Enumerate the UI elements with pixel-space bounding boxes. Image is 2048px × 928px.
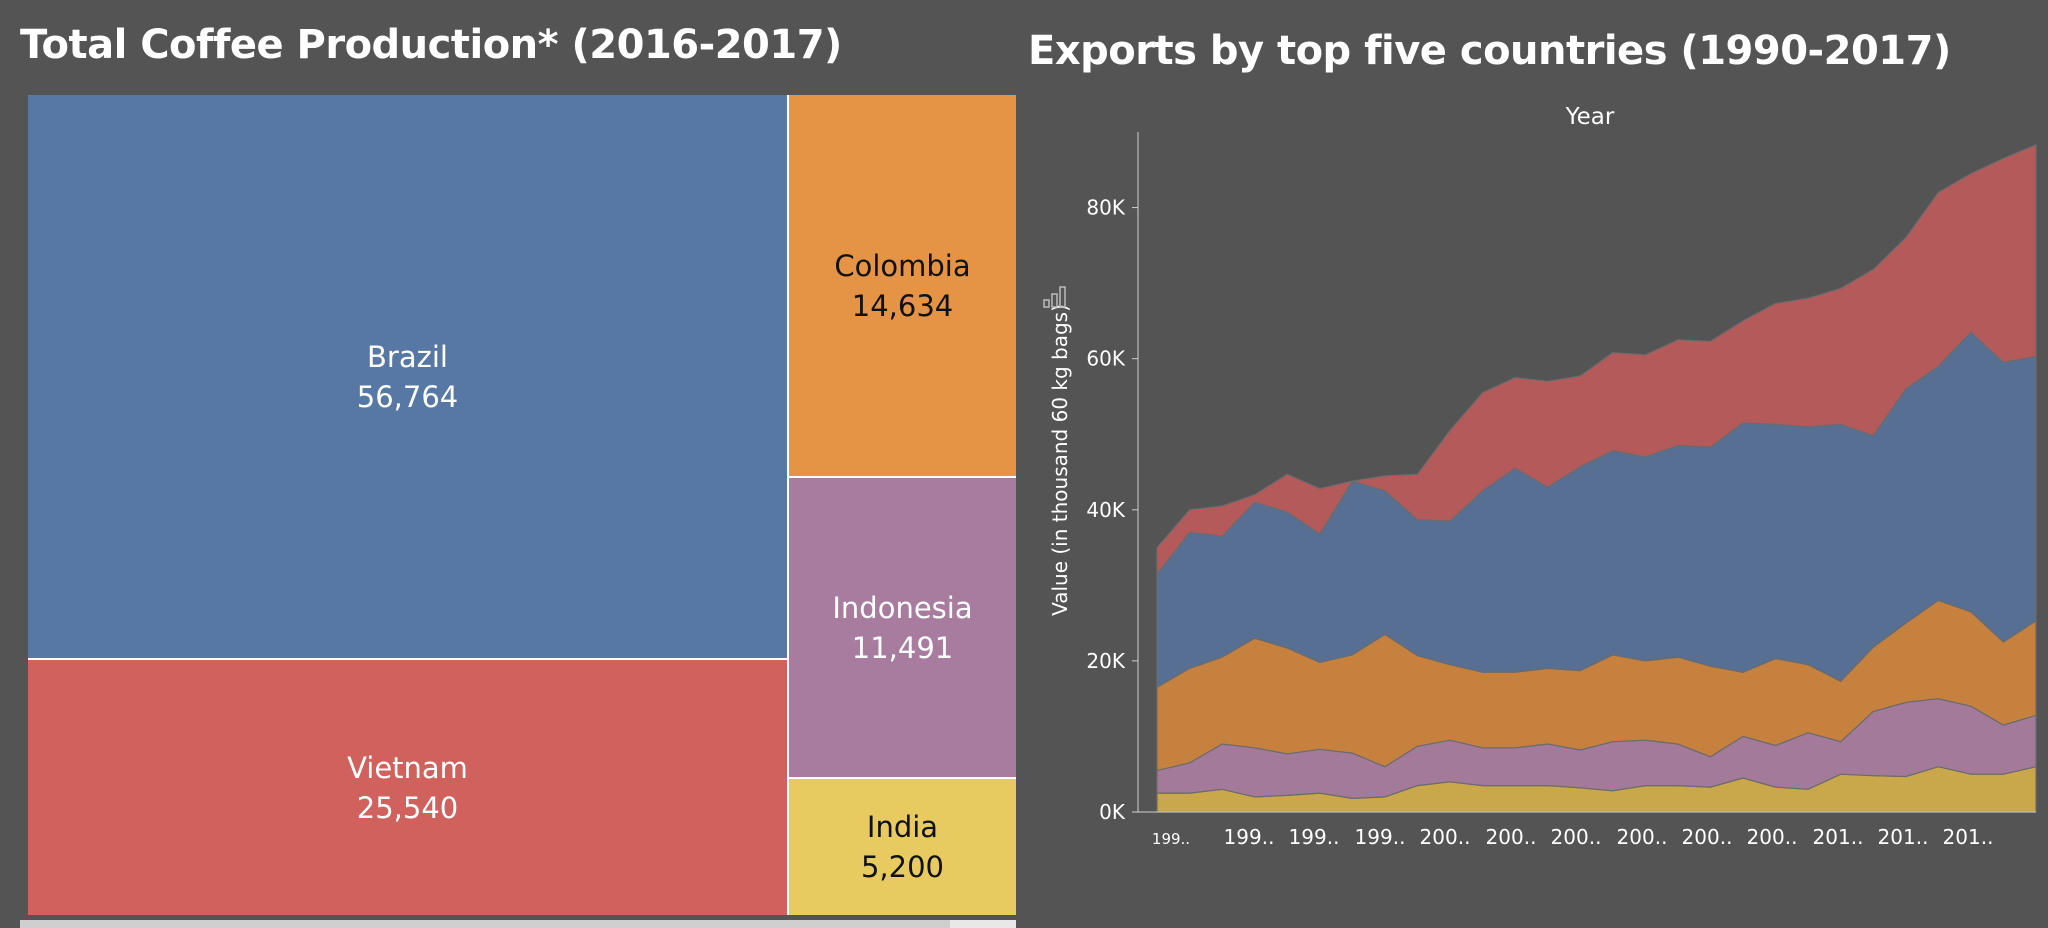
tile-label: Colombia xyxy=(834,248,971,283)
y-tick-label: 40K xyxy=(1086,498,1125,522)
area-series-4[interactable] xyxy=(1156,143,2037,576)
y-axis-label: Value (in thousand 60 kg bags) xyxy=(1048,304,1072,616)
area-series-group xyxy=(1156,143,2037,813)
x-tick-label: 199.. xyxy=(1224,825,1275,849)
tile-value: 56,764 xyxy=(356,379,459,414)
treemap-tile-vietnam[interactable]: Vietnam 25,540 xyxy=(28,660,789,915)
x-tick-label: 200.. xyxy=(1551,825,1602,849)
treemap-tile-indonesia[interactable]: Indonesia 11,491 xyxy=(789,478,1016,779)
treemap: Brazil 56,764 Vietnam 25,540 Colombia 14… xyxy=(28,95,1016,915)
x-tick-label: 201.. xyxy=(1813,825,1864,849)
treemap-tile-india[interactable]: India 5,200 xyxy=(789,779,1016,915)
y-tick-label: 0K xyxy=(1099,800,1126,824)
x-tick-label: 200.. xyxy=(1617,825,1668,849)
x-tick-label: 200.. xyxy=(1486,825,1537,849)
bar-chart-icon[interactable] xyxy=(1043,286,1066,308)
treemap-title: Total Coffee Production* (2016-2017) xyxy=(20,22,842,68)
x-tick-label: 200.. xyxy=(1682,825,1733,849)
tile-value: 25,540 xyxy=(356,790,459,825)
tile-label: India xyxy=(866,810,939,844)
tile-label: Vietnam xyxy=(347,750,468,785)
x-tick-label: 201.. xyxy=(1878,825,1929,849)
x-tick-label: 201.. xyxy=(1943,825,1994,849)
y-axis: 0K 20K 40K 60K 80K xyxy=(1086,132,1139,824)
treemap-tile-brazil[interactable]: Brazil 56,764 xyxy=(28,95,789,660)
tile-label: Brazil xyxy=(367,339,448,374)
x-tick-label: 200.. xyxy=(1747,825,1798,849)
y-tick-label: 80K xyxy=(1086,196,1125,220)
x-axis: 199.. 199.. 199.. 199.. 200.. 200.. 200.. 200..… xyxy=(1138,811,2036,849)
y-tick-label: 20K xyxy=(1086,649,1125,673)
tile-label: Indonesia xyxy=(832,590,973,625)
x-tick-label: 199.. xyxy=(1355,825,1406,849)
y-tick-label: 60K xyxy=(1086,347,1125,371)
scrollbar-thumb[interactable] xyxy=(20,920,950,928)
horizontal-scrollbar[interactable] xyxy=(20,920,1016,928)
area-chart-title: Exports by top five countries (1990-2017… xyxy=(1028,28,1951,74)
x-tick-label: 199.. xyxy=(1289,825,1340,849)
tile-value: 5,200 xyxy=(860,850,945,884)
x-tick-label: 200.. xyxy=(1420,825,1471,849)
x-axis-label: Year xyxy=(1565,104,1615,130)
treemap-tile-colombia[interactable]: Colombia 14,634 xyxy=(789,95,1016,478)
x-tick-label: 199.. xyxy=(1152,830,1190,848)
tile-value: 11,491 xyxy=(851,630,954,665)
tile-value: 14,634 xyxy=(851,288,954,323)
